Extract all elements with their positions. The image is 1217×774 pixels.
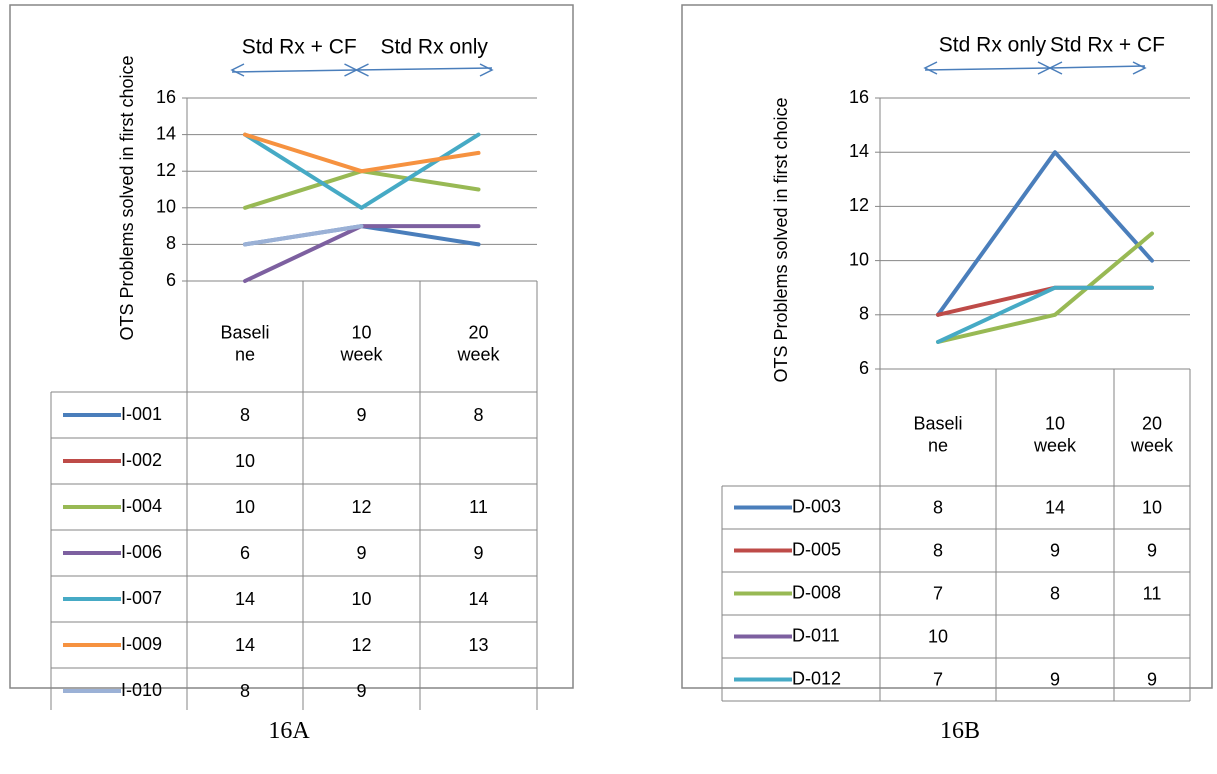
phase-arrow-line [356, 67, 493, 71]
table-cell-value: 10 [351, 589, 371, 609]
y-tick-label: 10 [849, 249, 869, 269]
phase-arrowhead-left [354, 63, 369, 77]
table-cell-value: 14 [1045, 497, 1065, 517]
table-cell-value: 10 [1142, 497, 1162, 517]
category-label: Baseli [220, 322, 269, 342]
category-label: week [456, 344, 500, 364]
legend-label: I-002 [121, 450, 162, 470]
series-line-I-004 [243, 169, 481, 210]
phase-arrow-line [231, 69, 357, 73]
table-cell-value: 9 [1050, 669, 1060, 689]
y-tick-label: 14 [849, 141, 869, 161]
series-line-I-009 [243, 132, 481, 174]
phase-arrow-line [924, 67, 1051, 71]
y-tick-label: 16 [156, 87, 176, 107]
table-cell-value: 6 [240, 543, 250, 563]
table-cell-value: 7 [933, 583, 943, 603]
y-tick-label: 10 [156, 197, 176, 217]
category-label: week [1130, 435, 1174, 455]
table-cell-value: 9 [356, 681, 366, 701]
category-label: week [339, 344, 383, 364]
table-cell-value: 8 [933, 540, 943, 560]
legend-label: I-007 [121, 588, 162, 608]
table-cell-value: 9 [1050, 540, 1060, 560]
table-cell-value: 14 [235, 589, 255, 609]
caption-16b: 16B [939, 718, 980, 744]
y-tick-label: 6 [166, 270, 176, 290]
table-cell-value: 14 [235, 635, 255, 655]
chart-frame [681, 4, 1213, 689]
legend-label: I-009 [121, 634, 162, 654]
table-cell-value: 7 [933, 669, 943, 689]
y-axis-label: OTS Problems solved in first choice [117, 55, 137, 340]
y-axis-label: OTS Problems solved in first choice [771, 97, 791, 382]
phase-label: Std Rx + CF [242, 36, 357, 59]
phase-arrowhead-right [1132, 61, 1147, 75]
series-line-I-010 [243, 224, 364, 247]
phase-label: Std Rx only [939, 34, 1047, 57]
series-line-D-008 [936, 231, 1154, 344]
y-tick-label: 8 [859, 304, 869, 324]
legend-label: D-008 [792, 582, 841, 602]
y-tick-label: 6 [859, 358, 869, 378]
legend-label: I-006 [121, 542, 162, 562]
table-cell-value: 8 [933, 497, 943, 517]
series-line-D-003 [936, 150, 1154, 317]
table-cell-value: 10 [235, 451, 255, 471]
table-cell-value: 8 [240, 681, 250, 701]
y-tick-label: 12 [849, 195, 869, 215]
phase-arrowhead-left [1048, 61, 1063, 75]
table-cell-value: 9 [356, 543, 366, 563]
table-cell-value: 13 [468, 635, 488, 655]
series-line-I-001 [243, 224, 481, 247]
table-cell-value: 9 [1147, 540, 1157, 560]
category-label: ne [928, 435, 948, 455]
category-label: 20 [1142, 413, 1162, 433]
y-tick-label: 16 [849, 87, 869, 107]
legend-label: D-012 [792, 668, 841, 688]
legend-label: D-005 [792, 539, 841, 559]
y-tick-label: 12 [156, 160, 176, 180]
table-cell-value: 8 [473, 405, 483, 425]
phase-label: Std Rx only [381, 36, 489, 59]
table-cell-value: 9 [473, 543, 483, 563]
table-cell-value: 12 [351, 497, 371, 517]
series-line-D-012 [936, 285, 1154, 344]
y-tick-label: 8 [166, 233, 176, 253]
category-label: 10 [351, 322, 371, 342]
legend-label: D-011 [792, 625, 840, 645]
y-tick-label: 14 [156, 123, 176, 143]
table-cell-value: 14 [468, 589, 488, 609]
phase-arrowhead-right [479, 63, 494, 77]
table-cell-value: 9 [356, 405, 366, 425]
table-cell-value: 8 [1050, 583, 1060, 603]
category-label: 20 [468, 322, 488, 342]
phase-arrow-line [1049, 65, 1146, 69]
table-cell-value: 11 [469, 497, 488, 517]
phase-label: Std Rx + CF [1050, 34, 1165, 57]
category-label: ne [235, 344, 255, 364]
caption-16a: 16A [268, 718, 310, 744]
phase-arrowhead-left [923, 61, 938, 75]
legend-label: I-004 [121, 496, 162, 516]
chart-16b: 6 8 10 12 14 16 OTS Problems solved in first c… [681, 4, 1213, 702]
category-label: 10 [1045, 413, 1065, 433]
table-cell-value: 12 [351, 635, 371, 655]
table-cell-value: 10 [235, 497, 255, 517]
chart-frame [9, 4, 574, 689]
table-cell-value: 11 [1143, 583, 1162, 603]
legend-label: D-003 [792, 496, 841, 516]
table-cell-value: 10 [928, 626, 948, 646]
phase-arrowhead-left [230, 63, 245, 77]
legend-label: I-010 [121, 680, 162, 700]
legend-label: I-001 [121, 404, 162, 424]
table-cell-value: 8 [240, 405, 250, 425]
table-cell-value: 9 [1147, 669, 1157, 689]
category-label: week [1033, 435, 1077, 455]
series-line-I-006 [243, 224, 481, 283]
category-label: Baseli [913, 413, 962, 433]
chart-16a: 6 8 10 12 14 16 OTS Problems solved in first c… [9, 4, 574, 710]
